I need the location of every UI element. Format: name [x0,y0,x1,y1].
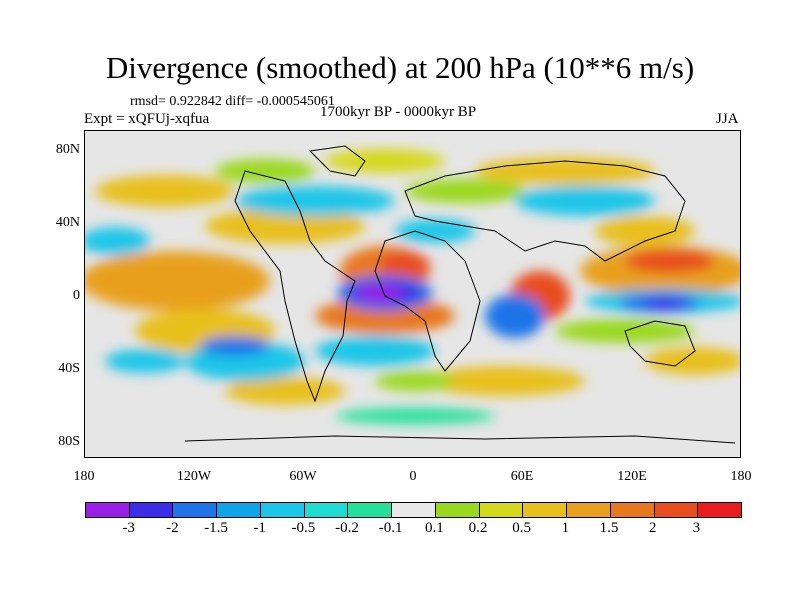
experiment-label: Expt = xQFUj-xqfua [84,111,210,127]
colorbar-segment [304,503,349,517]
map-canvas [85,131,740,457]
colorbar-segment [348,503,393,517]
colorbar [85,502,742,518]
lat-tick-40s: 40S [58,361,80,376]
colorbar-segment [86,503,130,517]
colorbar-label: 1 [561,520,570,536]
stats-label: rmsd= 0.922842 diff= -0.000545061 [130,94,335,109]
colorbar-segment [567,503,611,517]
lon-tick-120e: 120E [617,469,647,484]
plot-title: Divergence (smoothed) at 200 hPa (10**6 … [105,50,695,85]
colorbar-segment [654,503,699,517]
colorbar-segment [173,503,218,517]
colorbar-label: -0.5 [291,520,316,536]
colorbar-segment [129,503,174,517]
period-label: 1700kyr BP - 0000kyr BP [320,104,477,120]
colorbar-label: -1.5 [204,520,228,536]
colorbar-label: 1.5 [599,520,619,536]
colorbar-label: -1 [253,520,266,536]
colorbar-label: 0.5 [512,520,532,536]
colorbar-segment [260,503,305,517]
lat-tick-0: 0 [73,288,80,303]
season-label: JJA [716,111,739,127]
colorbar-label: -3 [122,520,135,536]
colorbar-label: -0.1 [378,520,403,536]
colorbar-segment [610,503,655,517]
lat-tick-40n: 40N [55,215,80,230]
colorbar-segment [392,503,436,517]
divergence-field [85,149,740,424]
colorbar-label: -2 [166,520,179,536]
colorbar-label: 0.1 [424,520,444,536]
lon-tick-0: 0 [409,469,417,484]
divergence-map [84,130,741,458]
colorbar-segment [217,503,261,517]
lon-tick-60w: 60W [289,469,317,484]
colorbar-segment [435,503,480,517]
lon-tick-120w: 120W [176,469,212,484]
lon-tick-180w: 180 [73,469,95,484]
colorbar-segment [523,503,568,517]
colorbar-label: 0.2 [468,520,488,536]
lat-tick-80n: 80N [55,142,80,157]
lon-tick-180e: 180 [730,469,752,484]
lat-tick-80s: 80S [58,434,80,449]
colorbar-segment [479,503,524,517]
lon-tick-60e: 60E [510,469,534,484]
colorbar-label: -0.2 [335,520,359,536]
colorbar-label: 3 [692,520,701,536]
coastlines [184,145,736,444]
colorbar-label: 2 [648,520,657,536]
colorbar-segment [698,503,742,517]
